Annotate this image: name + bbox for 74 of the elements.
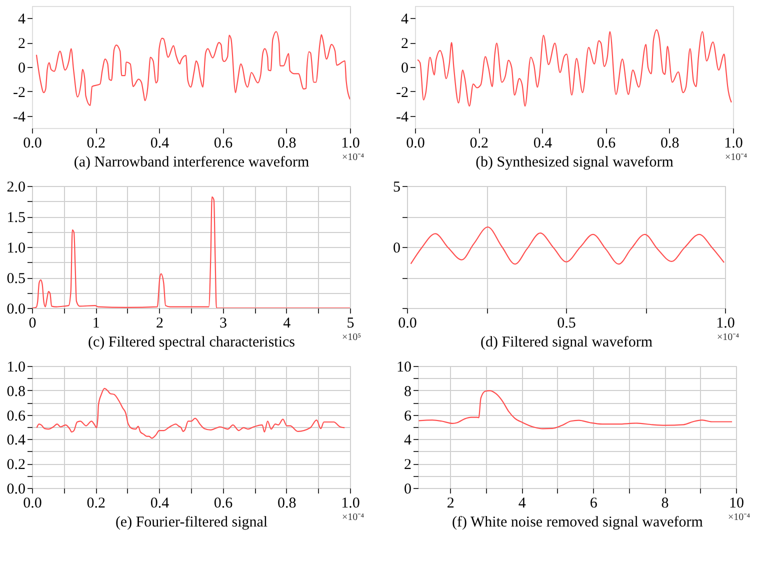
y-tick-label: 0.2 xyxy=(6,457,26,474)
y-tick-label: 0.5 xyxy=(6,271,26,287)
x-tick-label: 10 xyxy=(729,496,744,512)
x-tick-label: 8 xyxy=(661,496,669,512)
x-tick-label: 0 xyxy=(28,316,36,332)
text: ×10⁵ xyxy=(342,332,362,343)
x-axis-title: (a) Narrowband interference waveform xyxy=(74,154,310,170)
line-series xyxy=(36,388,346,439)
x-tick-label: 0.2 xyxy=(86,496,106,512)
y-tick-label: 1.0 xyxy=(6,360,26,376)
x-axis-title: (b) Synthesized signal waveform xyxy=(476,154,674,170)
y-tick-label: 0 xyxy=(404,482,412,498)
x-tick-label: 0.5 xyxy=(557,316,576,332)
y-tick-label: -2 xyxy=(13,84,26,101)
x-axis-title: (e) Fourier-filtered signal xyxy=(115,514,268,530)
y-tick-label: 10 xyxy=(396,360,412,376)
x-tick-label: 1.0 xyxy=(341,496,360,512)
x-tick-label: 0.8 xyxy=(278,136,296,152)
line-series xyxy=(418,390,733,430)
y-tick-label: -2 xyxy=(396,84,408,101)
x-tick-label: 4 xyxy=(283,316,292,332)
y-tick-label: 2 xyxy=(401,36,408,52)
y-tick-label: 4 xyxy=(401,12,409,28)
y-tick-label: 1.5 xyxy=(6,210,26,226)
line-series xyxy=(36,31,350,106)
text: ×10⁻⁴ xyxy=(342,152,365,163)
x-tick-label: 0.4 xyxy=(150,496,170,512)
y-tick-label: -4 xyxy=(13,109,26,126)
y-tick-label: -4 xyxy=(396,109,409,126)
text: ×10⁻⁴ xyxy=(717,332,740,343)
y-tick-label: 0.0 xyxy=(6,482,26,498)
line-series xyxy=(416,29,732,107)
x-tick-label: 2 xyxy=(446,496,454,512)
text: ×10⁻⁴ xyxy=(728,512,751,523)
y-tick-label: 2 xyxy=(404,457,412,474)
x-tick-label: 1 xyxy=(92,316,100,332)
y-tick-label: 4 xyxy=(404,432,412,449)
y-tick-label: 1.0 xyxy=(6,240,26,256)
y-tick-label: 5 xyxy=(393,180,400,196)
x-axis-title: (f) White noise removed signal waveform xyxy=(452,514,704,530)
text: ×10⁻⁴ xyxy=(342,512,365,523)
x-tick-label: 1.0 xyxy=(716,316,735,332)
x-tick-label: 0.4 xyxy=(150,136,170,152)
x-tick-label: 0.8 xyxy=(660,136,680,152)
x-tick-label: 4 xyxy=(518,496,526,512)
y-tick-label: 0.6 xyxy=(6,408,26,424)
x-tick-label: 3 xyxy=(220,316,228,332)
x-tick-label: 0.8 xyxy=(278,496,296,512)
x-tick-label: 6 xyxy=(590,496,598,512)
y-tick-label: 0 xyxy=(401,60,408,76)
x-tick-label: 0.2 xyxy=(86,136,106,152)
y-tick-label: 6 xyxy=(404,408,412,424)
y-tick-label: 0 xyxy=(393,240,400,256)
y-tick-label: 4 xyxy=(18,12,26,28)
x-tick-label: 2 xyxy=(156,316,164,332)
x-tick-label: 1.0 xyxy=(341,136,360,152)
text: ×10⁻⁴ xyxy=(725,152,748,163)
x-tick-label: 5 xyxy=(346,316,354,332)
y-tick-label: 2.0 xyxy=(6,180,26,196)
x-tick-label: 0.4 xyxy=(533,136,553,152)
y-tick-label: 2 xyxy=(18,36,26,52)
x-tick-label: 0.2 xyxy=(470,136,488,152)
y-tick-label: 8 xyxy=(404,384,412,400)
x-tick-label: 0.6 xyxy=(214,136,234,152)
x-axis-title: (d) Filtered signal waveform xyxy=(480,334,653,350)
y-tick-label: 0.4 xyxy=(6,432,26,449)
x-tick-label: 0.6 xyxy=(214,496,234,512)
y-tick-label: 0.8 xyxy=(6,384,26,400)
y-tick-label: 0 xyxy=(18,60,26,76)
y-tick-label: 0.0 xyxy=(6,302,26,318)
line-series xyxy=(410,226,725,265)
x-tick-label: 0.6 xyxy=(596,136,616,152)
x-axis-title: (c) Filtered spectral characteristics xyxy=(88,334,296,350)
x-tick-label: 1.0 xyxy=(724,136,743,152)
